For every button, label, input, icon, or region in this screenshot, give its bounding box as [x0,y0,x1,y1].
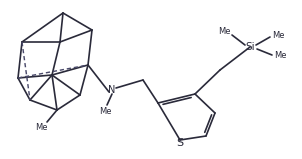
Text: Me: Me [272,31,284,39]
Text: Me: Me [274,52,286,61]
Text: S: S [176,138,184,148]
Text: Me: Me [35,122,47,131]
Text: Me: Me [218,28,230,37]
Text: Me: Me [99,107,111,117]
Text: N: N [108,85,116,95]
Text: Si: Si [245,42,255,52]
